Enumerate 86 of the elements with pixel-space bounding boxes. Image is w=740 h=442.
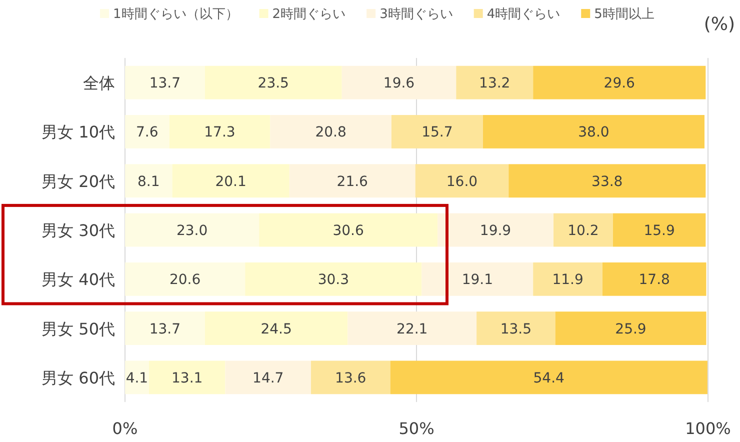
data-label: 24.5 — [260, 321, 292, 338]
data-label: 20.1 — [215, 174, 246, 190]
data-label: 20.6 — [169, 272, 201, 288]
bar — [125, 66, 205, 100]
data-label: 30.3 — [318, 272, 350, 288]
bar — [482, 115, 704, 148]
bar — [125, 213, 260, 247]
y-tick-label: 男女 20代 — [42, 172, 115, 191]
data-label: 13.2 — [479, 76, 510, 92]
x-tick-label: 100% — [685, 419, 731, 438]
bar — [415, 164, 509, 198]
bar — [259, 213, 438, 247]
bar — [245, 262, 422, 296]
legend-label: 2時間ぐらい — [272, 7, 346, 22]
bar — [148, 360, 226, 394]
bar — [533, 262, 602, 296]
data-label: 7.6 — [136, 124, 158, 141]
bar — [554, 213, 613, 247]
bar — [391, 115, 483, 148]
y-tick-label: 男女 30代 — [42, 221, 115, 240]
data-label: 25.9 — [615, 321, 646, 338]
data-label: 29.6 — [604, 76, 636, 92]
bar — [289, 164, 416, 198]
data-label: 13.7 — [149, 321, 181, 338]
bar — [342, 66, 456, 100]
data-label: 33.8 — [592, 174, 623, 190]
y-tick-label: 男女 10代 — [42, 122, 115, 142]
bar — [225, 360, 311, 394]
legend-label: 3時間ぐらい — [380, 7, 453, 22]
data-label: 23.0 — [176, 223, 208, 239]
bar — [348, 312, 477, 345]
data-label: 17.8 — [638, 272, 670, 288]
bar — [508, 164, 706, 198]
bar — [125, 115, 170, 148]
data-label: 4.1 — [126, 370, 148, 386]
y-tick-label: 男女 60代 — [42, 368, 115, 388]
y-tick-label: 全体 — [83, 74, 115, 93]
data-label: 38.0 — [578, 124, 610, 141]
data-label: 22.1 — [396, 321, 428, 338]
bar — [125, 262, 246, 296]
bar — [169, 115, 270, 148]
data-label: 19.6 — [383, 76, 415, 92]
bar — [172, 164, 290, 198]
data-label: 14.7 — [252, 370, 284, 386]
data-label: 17.3 — [204, 124, 236, 141]
bar — [612, 213, 706, 247]
text: (%) — [704, 14, 735, 35]
bar — [204, 66, 342, 100]
bar — [125, 312, 205, 345]
bar — [555, 312, 706, 345]
data-label: 19.1 — [462, 272, 494, 288]
data-label: 15.7 — [422, 124, 453, 141]
bar — [533, 66, 706, 100]
data-label: 30.6 — [332, 223, 364, 239]
data-label: 11.9 — [552, 272, 584, 288]
data-label: 16.0 — [446, 174, 478, 190]
legend-label: 5時間以上 — [594, 7, 654, 22]
bar — [125, 360, 149, 394]
data-label: 13.5 — [500, 321, 532, 338]
data-label: 8.1 — [137, 174, 160, 190]
data-label: 13.7 — [149, 76, 181, 92]
bar — [602, 262, 706, 296]
bar — [270, 115, 392, 148]
bar — [476, 312, 556, 345]
data-label: 10.2 — [568, 223, 599, 239]
bar — [204, 312, 348, 345]
data-label: 54.4 — [533, 370, 565, 386]
legend-label: 4時間ぐらい — [486, 7, 560, 22]
bar — [456, 66, 534, 100]
x-tick-label: 0% — [112, 419, 138, 438]
bar — [125, 164, 172, 198]
legend-label: 1時間ぐらい（以下） — [113, 7, 238, 22]
data-label: 21.6 — [336, 174, 368, 190]
data-label: 13.6 — [335, 370, 366, 386]
x-tick-label: 50% — [398, 419, 434, 438]
data-label: 20.8 — [315, 124, 346, 141]
bar — [390, 360, 708, 394]
y-tick-label: 男女 50代 — [42, 319, 115, 338]
data-label: 15.9 — [644, 223, 675, 239]
bar — [437, 213, 554, 247]
data-label: 23.5 — [258, 76, 289, 92]
bar — [422, 262, 534, 296]
data-label: 19.9 — [480, 223, 512, 239]
y-tick-label: 男女 40代 — [42, 270, 115, 290]
data-label: 13.1 — [172, 370, 203, 386]
bar — [310, 360, 390, 394]
